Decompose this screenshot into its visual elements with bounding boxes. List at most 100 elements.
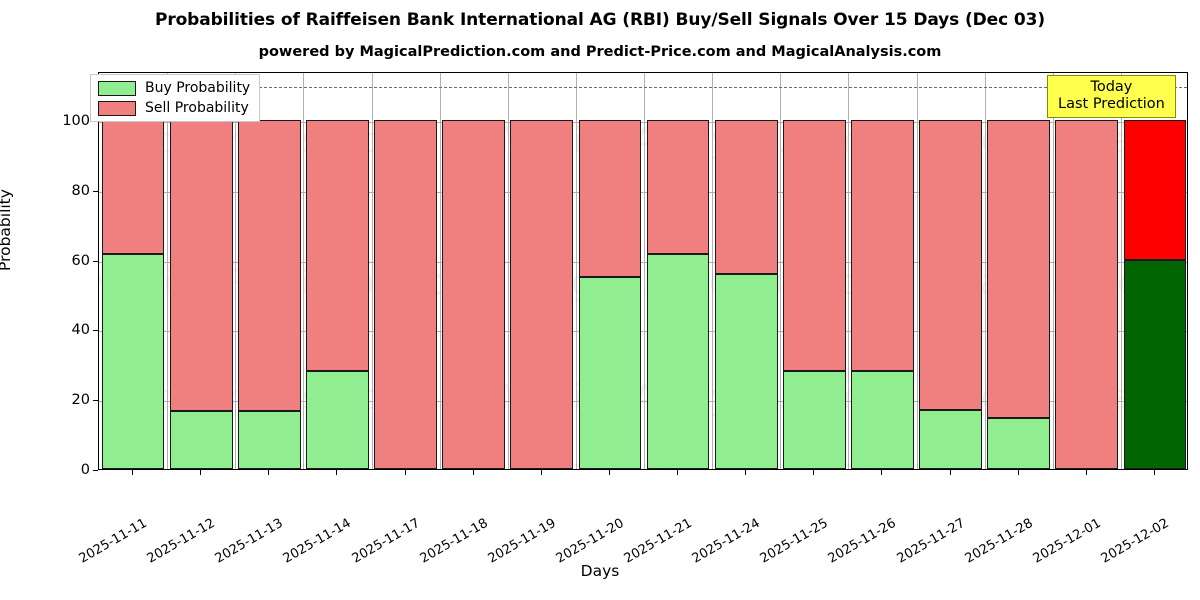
y-tick-label: 40 (71, 322, 90, 339)
y-tick-label: 20 (71, 392, 90, 409)
table-row[interactable] (1055, 73, 1119, 469)
table-row[interactable] (714, 73, 778, 469)
x-tick-label-wrap: 2025-11-17 (349, 478, 422, 567)
x-tick-label: 2025-11-12 (144, 515, 218, 567)
x-tick-mark (200, 470, 202, 475)
reference-line (99, 86, 1187, 88)
x-tick-label-wrap: 2025-11-27 (894, 478, 967, 567)
bar-segment-sell (851, 119, 914, 372)
table-row[interactable] (101, 73, 165, 469)
table-row[interactable] (442, 73, 506, 469)
table-row[interactable] (578, 73, 642, 469)
y-tick-label: 100 (62, 112, 90, 129)
x-tick-mark (1085, 470, 1087, 475)
x-tick-label: 2025-11-19 (485, 515, 559, 567)
x-tick-mark (404, 470, 406, 475)
bar-segment-sell (578, 119, 642, 277)
x-tick-label-wrap: 2025-11-18 (417, 478, 490, 567)
chart-legend: Buy Probability Sell Probability (90, 74, 261, 122)
legend-label-sell: Sell Probability (145, 100, 249, 116)
x-tick-label: 2025-11-14 (281, 515, 355, 567)
y-tick-label: 60 (71, 252, 90, 269)
bar-segment-sell (646, 119, 710, 255)
bar-segment-buy (919, 409, 982, 469)
bar-segment-buy (306, 371, 369, 469)
bar-segment-buy (714, 273, 778, 469)
table-row[interactable] (169, 73, 233, 469)
table-row[interactable] (237, 73, 301, 469)
grid-line-vertical (1120, 73, 1122, 469)
x-tick-label: 2025-11-28 (962, 515, 1036, 567)
x-tick-label-wrap: 2025-11-25 (758, 478, 831, 567)
legend-swatch-buy (98, 80, 136, 96)
x-tick-label-wrap: 2025-11-12 (145, 478, 218, 567)
x-tick-label: 2025-11-24 (689, 515, 763, 567)
x-tick-mark (608, 470, 610, 475)
table-row[interactable] (1123, 73, 1187, 469)
grid-line-vertical (575, 73, 577, 469)
legend-label-buy: Buy Probability (145, 80, 251, 96)
x-tick-label-wrap: 2025-11-21 (622, 478, 695, 567)
legend-swatch-sell (98, 100, 136, 116)
grid-line-vertical (984, 73, 986, 469)
table-row[interactable] (646, 73, 710, 469)
plot-inner: MagicalAnalysis.comMagicalAnalysis.comMa… (99, 73, 1187, 469)
y-tick-mark (93, 260, 98, 262)
bar-segment-buy (987, 417, 1051, 469)
plot-area: MagicalAnalysis.comMagicalAnalysis.comMa… (98, 72, 1188, 470)
grid-line-horizontal (99, 121, 1187, 123)
bar-segment-sell (1055, 119, 1119, 469)
x-tick-label-wrap: 2025-11-20 (554, 478, 627, 567)
bar-segment-buy (237, 411, 301, 469)
x-tick-label-wrap: 2025-11-13 (213, 478, 286, 567)
x-tick-mark (949, 470, 951, 475)
legend-item-sell[interactable]: Sell Probability (98, 100, 250, 116)
grid-line-horizontal (99, 401, 1187, 403)
today-annotation: Today Last Prediction (1047, 75, 1176, 119)
y-tick-mark (93, 330, 98, 332)
table-row[interactable] (510, 73, 574, 469)
grid-line-vertical (916, 73, 918, 469)
table-row[interactable] (782, 73, 846, 469)
grid-line-vertical (371, 73, 373, 469)
x-tick-label: 2025-11-13 (212, 515, 286, 567)
x-tick-label-wrap: 2025-11-24 (690, 478, 763, 567)
table-row[interactable] (919, 73, 982, 469)
table-row[interactable] (374, 73, 437, 469)
bar-segment-sell (510, 119, 574, 469)
bar-segment-sell (919, 119, 982, 410)
bar-segment-sell (442, 119, 506, 469)
chart-subtitle: powered by MagicalPrediction.com and Pre… (258, 44, 942, 60)
x-tick-label: 2025-12-02 (1098, 515, 1172, 567)
x-tick-label: 2025-11-17 (349, 515, 423, 567)
today-annotation-line2: Last Prediction (1058, 96, 1165, 113)
bar-segment-sell (374, 119, 437, 469)
bar-segment-sell (1123, 119, 1187, 260)
legend-item-buy[interactable]: Buy Probability (98, 80, 250, 96)
x-tick-label-wrap: 2025-12-01 (1030, 478, 1103, 567)
x-tick-label: 2025-11-21 (621, 515, 695, 567)
bar-segment-sell (237, 119, 301, 412)
grid-line-vertical (235, 73, 237, 469)
bar-segment-buy (1123, 259, 1187, 469)
table-row[interactable] (987, 73, 1051, 469)
x-tick-mark (1153, 470, 1155, 475)
x-tick-label: 2025-11-11 (76, 515, 150, 567)
bar-segment-sell (306, 119, 369, 372)
x-tick-mark (472, 470, 474, 475)
grid-line-vertical (303, 73, 305, 469)
x-tick-mark (813, 470, 815, 475)
chart-title: Probabilities of Raiffeisen Bank Interna… (154, 10, 1046, 30)
table-row[interactable] (851, 73, 914, 469)
grid-line-vertical (780, 73, 782, 469)
grid-line-vertical (167, 73, 169, 469)
table-row[interactable] (306, 73, 369, 469)
y-tick-label: 80 (71, 182, 90, 199)
y-tick-mark (93, 400, 98, 402)
x-tick-label-wrap: 2025-12-02 (1099, 478, 1172, 567)
x-tick-mark (132, 470, 134, 475)
x-tick-label: 2025-11-26 (826, 515, 900, 567)
x-tick-mark (1017, 470, 1019, 475)
x-tick-label: 2025-11-27 (894, 515, 968, 567)
